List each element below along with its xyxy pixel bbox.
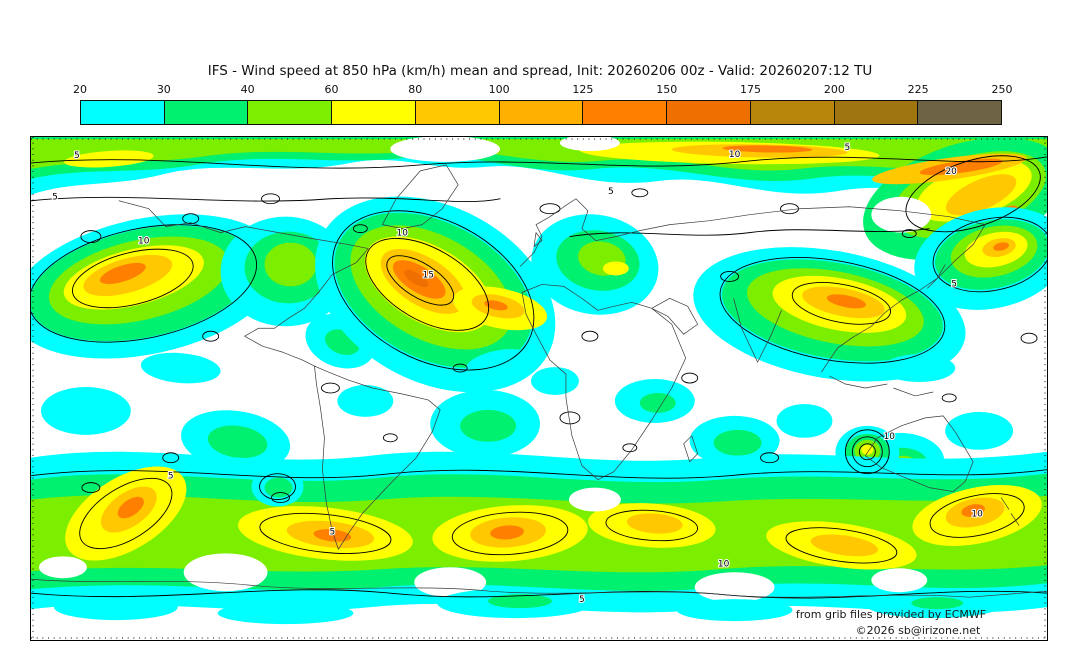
contour-label: 10 — [729, 150, 741, 160]
contour-label: 20 — [945, 167, 957, 177]
colorbar-tick-label: 200 — [823, 83, 845, 96]
contour-label: 15 — [423, 270, 434, 280]
colorbar-tick-label: 225 — [907, 83, 929, 96]
colorbar-tick-label: 125 — [572, 83, 594, 96]
colorbar-tick-label: 30 — [156, 83, 171, 96]
contour-label: 5 — [845, 143, 851, 153]
contour-label: 5 — [74, 151, 80, 161]
colorbar-tick-label: 60 — [324, 83, 339, 96]
world-wind-map: 5 5 10 10 15 5 10 5 20 5 10 5 5 10 5 10 from grib files… — [30, 136, 1048, 641]
spread-contour-layer — [31, 155, 1047, 599]
contour-label: 5 — [168, 472, 174, 482]
attribution-copyright: ©2026 sb@irizone.net — [855, 624, 981, 637]
contour-label: 5 — [608, 187, 614, 197]
colorbar-segment — [918, 101, 1002, 124]
colorbar-tick-label: 20 — [73, 83, 87, 96]
contour-label: 5 — [951, 279, 957, 289]
colorbar-legend: 20 30 40 60 80 100 125 150 175 200 225 250 — [73, 83, 1013, 125]
coastline-layer — [31, 164, 1047, 598]
colorbar-segment — [583, 101, 668, 124]
contour-label: 10 — [718, 559, 730, 569]
colorbar-tick-label: 100 — [488, 83, 510, 96]
colorbar-tick-label: 175 — [740, 83, 762, 96]
contour-label: 10 — [138, 237, 150, 247]
colorbar-segment — [332, 101, 416, 124]
wind-map-canvas: 5 5 10 10 15 5 10 5 20 5 10 5 5 10 5 10 — [31, 137, 1047, 640]
colorbar-segment — [499, 101, 584, 124]
wind-speed-fill-layer — [31, 137, 1047, 625]
contour-label: 10 — [397, 229, 409, 239]
colorbar-tick-label: 250 — [991, 83, 1013, 96]
colorbar-segment — [834, 101, 919, 124]
colorbar — [80, 100, 1002, 125]
colorbar-segment — [81, 101, 165, 124]
colorbar-tick-label: 80 — [408, 83, 423, 96]
contour-labels-layer: 5 5 10 10 15 5 10 5 20 5 10 5 5 10 5 10 — [51, 142, 984, 606]
attribution-source: from grib files provided by ECMWF — [795, 608, 987, 621]
colorbar-tick-label: 40 — [240, 83, 255, 96]
contour-label: 10 — [971, 509, 983, 519]
contour-label: 5 — [52, 193, 58, 203]
colorbar-segment — [164, 101, 249, 124]
page-title: IFS - Wind speed at 850 hPa (km/h) mean … — [207, 63, 873, 79]
colorbar-segment — [415, 101, 500, 124]
colorbar-segment — [248, 101, 333, 124]
colorbar-tick-label: 150 — [656, 83, 678, 96]
contour-label: 10 — [884, 432, 896, 442]
contour-label: 5 — [579, 595, 585, 605]
colorbar-ticks: 20 30 40 60 80 100 125 150 175 200 225 250 — [73, 83, 1013, 98]
contour-label: 5 — [330, 527, 336, 537]
colorbar-segment — [667, 101, 751, 124]
colorbar-segment — [750, 101, 835, 124]
